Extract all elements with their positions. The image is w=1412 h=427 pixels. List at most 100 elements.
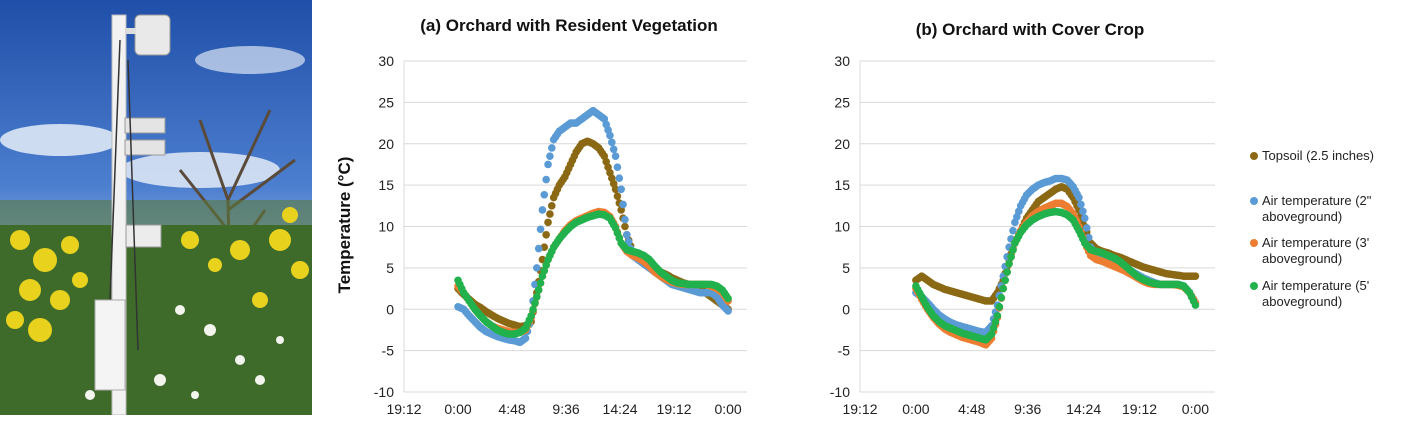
legend-item: Air temperature (3'aboveground) <box>1250 235 1369 266</box>
data-point <box>546 152 554 160</box>
x-tick-label: 19:12 <box>1122 401 1157 417</box>
y-tick-label: -5 <box>838 343 851 359</box>
y-tick-label: 25 <box>834 94 850 110</box>
x-tick-label: 0:00 <box>714 401 741 417</box>
chart-b-gridlines <box>859 60 1215 393</box>
legend-label: Air temperature (5' <box>1262 278 1369 293</box>
x-tick-label: 19:12 <box>657 401 692 417</box>
data-point <box>621 215 629 224</box>
data-point <box>999 284 1008 293</box>
legend-item: Air temperature (2"aboveground) <box>1250 193 1372 224</box>
y-tick-label: 10 <box>378 219 394 235</box>
series-3 <box>454 210 732 338</box>
data-point <box>1080 214 1089 223</box>
data-point <box>724 294 732 303</box>
y-tick-label: -10 <box>374 384 394 400</box>
data-point <box>987 330 996 338</box>
legend-label: Topsoil (2.5 inches) <box>1262 148 1374 163</box>
chart-b-title: (b) Orchard with Cover Crop <box>916 20 1145 39</box>
data-point <box>611 152 620 160</box>
legend-label: Air temperature (3' <box>1262 235 1369 250</box>
data-point <box>624 237 633 246</box>
chart-a: (a) Orchard with Resident Vegetation Tem… <box>335 16 747 417</box>
data-point <box>536 225 545 234</box>
x-tick-label: 14:24 <box>603 401 638 417</box>
data-point <box>547 202 556 210</box>
data-point <box>619 200 627 209</box>
data-point <box>1003 268 1011 276</box>
data-point <box>623 230 631 239</box>
data-point <box>1009 246 1017 254</box>
x-tick-label: 19:12 <box>386 401 421 417</box>
data-point <box>538 206 547 214</box>
x-tick-label: 0:00 <box>902 401 929 417</box>
data-point <box>532 264 541 272</box>
chart-b-points <box>912 174 1200 349</box>
data-point <box>997 293 1006 302</box>
data-point <box>536 279 545 287</box>
x-tick-label: 0:00 <box>444 401 471 417</box>
data-point <box>1079 207 1087 216</box>
legend-item: Air temperature (5'aboveground) <box>1250 278 1369 309</box>
chart-a-ylabel: Temperature (°C) <box>335 157 354 294</box>
y-tick-label: 25 <box>378 94 394 110</box>
data-point <box>617 185 625 194</box>
x-tick-label: 4:48 <box>498 401 525 417</box>
data-point <box>1001 276 1009 285</box>
data-point <box>608 138 616 147</box>
legend-label: aboveground) <box>1262 294 1342 309</box>
legend-label: aboveground) <box>1262 209 1342 224</box>
legend-marker <box>1250 239 1258 247</box>
weather-station-photo <box>0 0 312 415</box>
data-point <box>609 145 618 154</box>
y-tick-label: 30 <box>834 53 850 69</box>
series-3 <box>912 207 1200 344</box>
data-point <box>1007 253 1015 261</box>
data-point <box>521 334 530 343</box>
data-point <box>542 175 550 184</box>
chart-b-x-ticks: 19:12 0:00 4:48 9:36 14:24 19:12 0:00 <box>842 401 1209 417</box>
data-point <box>611 185 620 194</box>
data-point <box>1075 193 1083 202</box>
chart-a-x-ticks: 19:12 0:00 4:48 9:36 14:24 19:12 0:00 <box>386 401 741 417</box>
data-point <box>540 190 549 199</box>
x-tick-label: 19:12 <box>842 401 877 417</box>
y-tick-label: 10 <box>834 219 850 235</box>
y-tick-label: 15 <box>378 177 394 193</box>
data-point <box>1191 301 1200 309</box>
y-tick-label: 20 <box>378 136 394 152</box>
x-tick-label: 4:48 <box>958 401 985 417</box>
y-tick-label: -5 <box>382 343 395 359</box>
data-point <box>1005 259 1013 268</box>
data-point <box>606 131 614 140</box>
chart-b-y-ticks: 30 25 20 15 10 5 0 -5 -10 <box>830 53 850 400</box>
data-point <box>534 286 543 294</box>
data-point <box>724 307 732 315</box>
data-point <box>534 244 543 253</box>
y-tick-label: 0 <box>386 301 394 317</box>
data-point <box>621 222 629 231</box>
series-0 <box>454 137 732 331</box>
x-tick-label: 0:00 <box>1182 401 1209 417</box>
legend-item: Topsoil (2.5 inches) <box>1250 148 1374 163</box>
data-point <box>989 324 998 332</box>
chart-a-gridlines <box>403 60 747 393</box>
data-point <box>993 312 1002 320</box>
data-point <box>527 312 535 320</box>
data-point <box>529 305 537 314</box>
x-tick-label: 9:36 <box>1014 401 1041 417</box>
legend-label: aboveground) <box>1262 251 1342 266</box>
data-point <box>1077 200 1085 209</box>
y-tick-label: 30 <box>378 53 394 69</box>
legend-marker <box>1250 152 1258 160</box>
data-point <box>538 255 547 264</box>
chart-a-y-ticks: 30 25 20 15 10 5 0 -5 -10 <box>374 53 394 400</box>
chart-b: (b) Orchard with Cover Crop 30 25 20 15 10 5 0… <box>830 20 1215 417</box>
data-point <box>531 299 539 307</box>
data-point <box>1082 224 1091 232</box>
data-point <box>542 230 550 239</box>
data-point <box>1191 272 1200 280</box>
legend-marker <box>1250 197 1258 205</box>
data-point <box>991 318 1000 326</box>
data-point <box>544 218 552 227</box>
